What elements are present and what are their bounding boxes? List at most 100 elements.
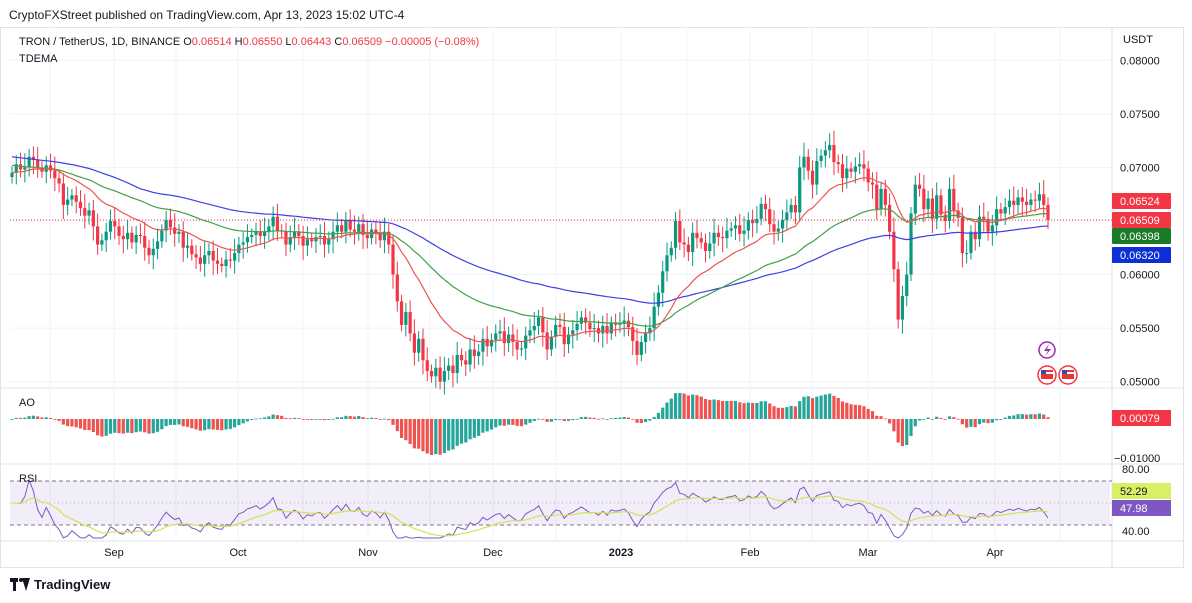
candle-body [832,144,836,163]
ao-bar [519,419,524,427]
ao-bar [194,419,198,430]
ao-bar [751,402,755,419]
ao-bar [849,404,853,419]
candle-body [48,165,53,171]
ao-bar [48,417,53,419]
candle-body [408,312,412,334]
candle-body [515,342,519,350]
candle-body [686,244,690,253]
ao-bar [284,417,288,419]
ao-bar [1033,414,1037,419]
candle-body [365,234,369,239]
candle-body [751,219,755,224]
ao-bar [995,419,999,421]
rsi-ma-line [12,495,1049,537]
ao-bar [541,419,545,420]
ao-bar [986,419,990,424]
candle-body [729,228,733,231]
ao-bar [631,419,635,420]
ao-bar [74,419,78,428]
ao-bar [669,398,673,419]
ao-bar [643,419,648,423]
candle-body [198,257,202,264]
candle-body [125,232,130,240]
ao-bar [489,419,494,430]
candle-body [1029,199,1033,205]
publisher-line: CryptoFXStreet published on TradingView.… [9,8,405,22]
ao-bar [245,419,250,422]
candle-body [896,269,900,320]
ao-bar [733,400,738,419]
candle-body [1003,207,1007,214]
ao-bar [344,415,348,419]
ao-bar [412,419,417,449]
ao-bar [160,419,164,430]
time-axis-label: Apr [986,547,1003,559]
candle-body [100,240,104,245]
ao-bar [554,419,558,421]
candle-body [160,230,164,242]
high-label: H [234,36,243,48]
ao-bar [1029,414,1033,419]
high-value: 0.06550 [242,36,283,48]
candle-body [819,155,823,162]
candle-body [965,253,969,255]
candle-body [374,229,378,233]
ao-bar [472,419,476,438]
candle-body [237,244,241,254]
candle-body [331,231,335,240]
ao-bar [875,415,879,419]
ao-bar [866,408,870,419]
tradingview-footer[interactable]: TradingView [10,577,110,592]
ao-bar [113,419,117,433]
ao-bar [1020,414,1024,419]
candle-body [554,324,558,337]
candle-body [481,338,485,352]
ao-bar [125,419,130,433]
ao-bar [763,401,768,419]
candle-body [862,164,866,169]
ao-bar [768,403,772,419]
time-axis-label: Mar [859,547,878,559]
candle-body [220,263,224,266]
time-axis-label: Sep [104,547,124,559]
ao-bar [203,419,207,431]
candle-body [990,225,994,232]
candle-body [661,271,665,293]
ao-bar [417,419,421,449]
ao-bar [228,419,232,429]
ao-bar [477,419,481,436]
candle-body [888,204,892,232]
flag-stripe-white [1041,372,1053,374]
ao-bar [168,419,172,425]
ao-bar [661,407,665,419]
candle-body [108,221,113,232]
candle-body [575,323,579,331]
ao-bar [1024,414,1029,419]
candle-body [883,188,887,205]
ao-bar [977,419,982,425]
candle-body [631,327,635,341]
price-label-text: 0.06524 [1120,196,1160,208]
candle-body [1007,200,1012,208]
candle-body [194,254,198,258]
flag-stripes [1041,370,1053,379]
candle-body [340,225,344,232]
candle-body [562,327,566,345]
candle-body [828,144,832,151]
candle-body [275,216,280,231]
candle-body [986,218,990,232]
ao-bar [138,419,143,432]
ao-bar [1007,415,1012,419]
candle-body [83,208,87,216]
candle-body [802,156,806,168]
ao-bar [1042,414,1046,419]
ao-bar [917,419,922,421]
ao-bar [759,401,763,419]
candle-body [207,250,211,256]
ao-bar [755,402,759,419]
candle-body [173,227,177,234]
ohlc-legend: TRON / TetherUS, 1D, BINANCE O0.06514 H0… [19,36,479,48]
candle-body [905,274,909,296]
